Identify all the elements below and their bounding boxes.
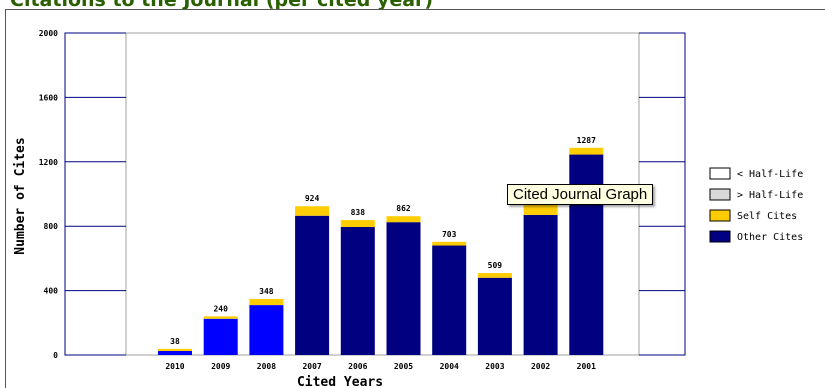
bar-other-cites [249, 305, 284, 355]
bar-total-label: 38 [170, 337, 180, 346]
bar-total-label: 348 [259, 287, 274, 296]
x-tick-label: 2010 [165, 362, 184, 371]
x-tick-label: 2004 [440, 362, 459, 371]
bar-other-cites [523, 214, 558, 355]
chart-frame [5, 9, 825, 388]
legend-swatch-self-cites [709, 209, 731, 222]
y-tick-label: 1200 [39, 158, 58, 167]
bar-self-cites [477, 273, 512, 278]
y-tick-label: 1600 [39, 93, 58, 102]
bar-other-cites [432, 245, 467, 355]
x-tick-label: 2002 [531, 362, 550, 371]
bar-total-label: 862 [396, 204, 411, 213]
bar-other-cites [158, 350, 192, 355]
legend-label: > Half-Life [737, 190, 803, 201]
y-axis-title: Number of Cites [13, 137, 28, 254]
bar-self-cites [158, 348, 192, 351]
legend-label: Other Cites [737, 232, 803, 243]
bar-self-cites [569, 147, 604, 155]
bar-total-label: 838 [351, 208, 366, 217]
left-side-panel [64, 32, 127, 356]
page-title: Citations to the Journal (per cited year… [10, 0, 434, 11]
bar-self-cites [432, 241, 467, 246]
x-tick-label: 2009 [211, 362, 230, 371]
legend-swatch-half-life-above [709, 188, 731, 201]
x-axis-title: Cited Years [297, 375, 383, 388]
bar-total-label: 703 [442, 230, 457, 239]
legend-swatch-half-life-below [709, 167, 731, 180]
x-tick-label: 2003 [485, 362, 504, 371]
y-tick-label: 2000 [39, 29, 58, 38]
bar-self-cites [340, 220, 375, 228]
y-tick-label: 400 [44, 287, 59, 296]
y-tick-label: 0 [53, 351, 58, 360]
y-tick-label: 800 [44, 222, 59, 231]
bar-other-cites [477, 277, 512, 355]
bar-other-cites [340, 227, 375, 355]
bar-total-label: 924 [305, 194, 320, 203]
legend-swatch-other-cites [709, 230, 731, 243]
bar-other-cites [203, 318, 238, 355]
x-axis: 2010 2009 2008 2007 2006 2005 2004 2003 2002 2001 [165, 362, 596, 371]
bar-self-cites [523, 202, 558, 215]
bar-total-label: 240 [213, 304, 228, 313]
x-tick-label: 2008 [257, 362, 276, 371]
x-tick-label: 2006 [348, 362, 367, 371]
bar-total-label: 1287 [577, 136, 596, 145]
bar-self-cites [203, 316, 238, 319]
bar-self-cites [249, 298, 284, 306]
tooltip: Cited Journal Graph [507, 184, 654, 205]
bar-self-cites [295, 206, 330, 216]
y-axis: 0 400 800 1200 1600 2000 [39, 29, 685, 360]
bar-self-cites [386, 216, 421, 223]
bars-group: 38 240 348 924 838 862 703 509 1287 [158, 136, 604, 355]
legend: < Half-Life > Half-Life Self Cites Other Ci… [709, 167, 803, 243]
legend-label: Self Cites [737, 211, 797, 222]
bar-total-label: 509 [488, 261, 503, 270]
bar-other-cites [295, 215, 330, 355]
bar-other-cites [386, 222, 421, 355]
x-tick-label: 2005 [394, 362, 413, 371]
x-tick-label: 2007 [302, 362, 321, 371]
legend-label: < Half-Life [737, 169, 803, 180]
x-tick-label: 2001 [577, 362, 596, 371]
